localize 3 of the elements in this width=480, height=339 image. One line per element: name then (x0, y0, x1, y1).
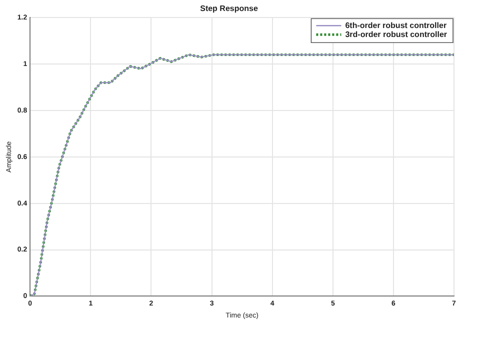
legend-label: 6th-order robust controller (345, 20, 447, 30)
legend-label: 3rd-order robust controller (345, 30, 448, 39)
chart-title: Step Response (200, 4, 258, 14)
